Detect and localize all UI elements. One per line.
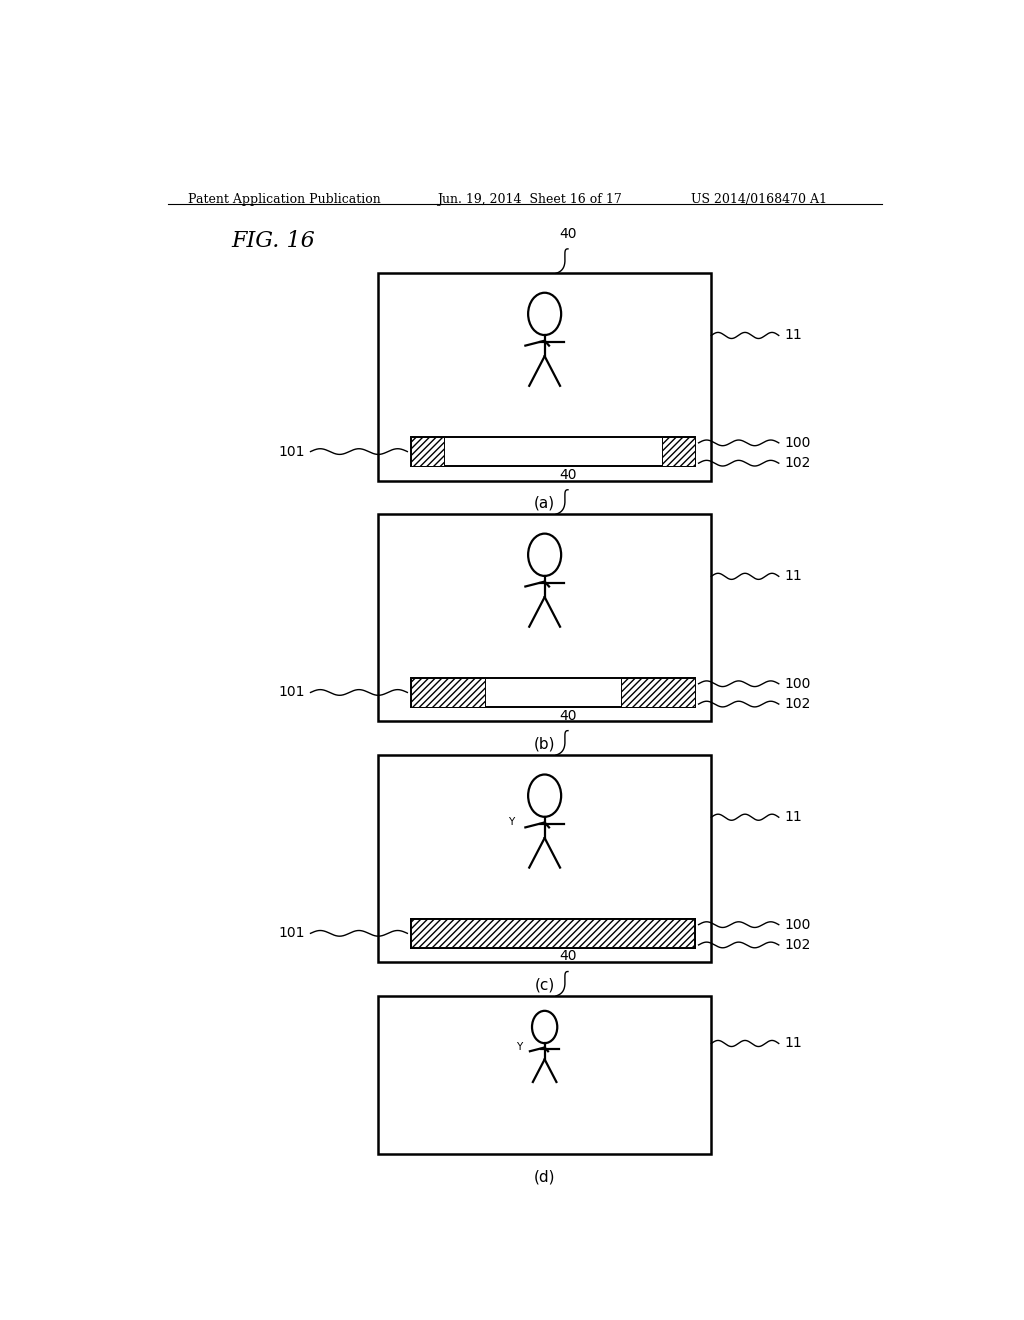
- Text: 100: 100: [784, 677, 811, 690]
- Bar: [412, 919, 694, 948]
- Bar: [378, 755, 712, 962]
- Text: 11: 11: [784, 1036, 802, 1051]
- Bar: [412, 678, 694, 708]
- Text: FIG. 16: FIG. 16: [231, 230, 315, 252]
- Text: US 2014/0168470 A1: US 2014/0168470 A1: [691, 193, 827, 206]
- Text: 101: 101: [279, 685, 305, 700]
- Text: Patent Application Publication: Patent Application Publication: [187, 193, 380, 206]
- Text: (b): (b): [534, 737, 555, 751]
- Text: Y: Y: [516, 1043, 522, 1052]
- Text: (a): (a): [535, 496, 555, 511]
- Text: 40: 40: [559, 227, 577, 240]
- Bar: [412, 437, 443, 466]
- Text: 11: 11: [784, 810, 802, 824]
- Text: 100: 100: [784, 436, 811, 450]
- Text: 101: 101: [279, 927, 305, 940]
- Text: 102: 102: [784, 457, 811, 470]
- Bar: [412, 437, 694, 466]
- Bar: [663, 437, 694, 466]
- Text: 40: 40: [559, 949, 577, 964]
- Text: 11: 11: [784, 329, 802, 342]
- Bar: [412, 678, 485, 708]
- Text: 101: 101: [279, 445, 305, 458]
- Text: (d): (d): [534, 1170, 555, 1185]
- Text: 40: 40: [559, 467, 577, 482]
- Bar: [378, 995, 712, 1155]
- Bar: [378, 515, 712, 722]
- Text: 102: 102: [784, 697, 811, 711]
- Text: (c): (c): [535, 978, 555, 993]
- Text: 100: 100: [784, 917, 811, 932]
- Text: 102: 102: [784, 939, 811, 952]
- Text: 11: 11: [784, 569, 802, 583]
- Text: 40: 40: [559, 709, 577, 722]
- Text: Y: Y: [509, 817, 515, 828]
- Text: Jun. 19, 2014  Sheet 16 of 17: Jun. 19, 2014 Sheet 16 of 17: [437, 193, 623, 206]
- Bar: [621, 678, 694, 708]
- Bar: [412, 919, 694, 948]
- Bar: [378, 273, 712, 480]
